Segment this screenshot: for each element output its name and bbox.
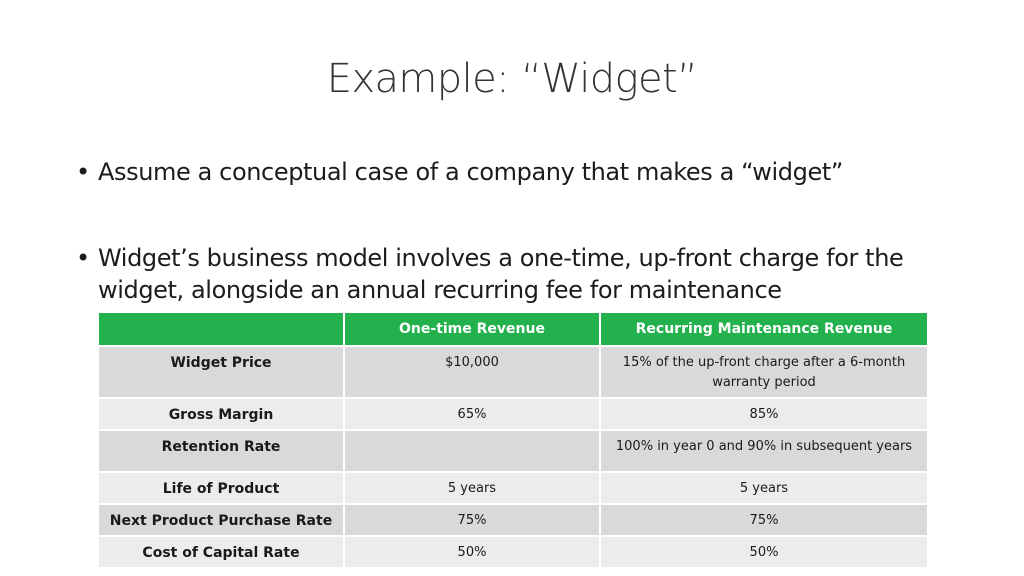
cell-recurring: 15% of the up-front charge after a 6-mon… — [599, 345, 927, 398]
table-row: Next Product Purchase Rate 75% 75% — [99, 503, 927, 536]
bullet-item: Widget’s business model involves a one-t… — [76, 242, 966, 306]
row-label: Life of Product — [99, 471, 344, 504]
cell-one-time: 65% — [343, 397, 600, 430]
cell-recurring: 100% in year 0 and 90% in subsequent yea… — [599, 429, 927, 472]
row-label: Next Product Purchase Rate — [99, 503, 344, 536]
cell-recurring: 50% — [599, 535, 927, 567]
cell-one-time — [343, 429, 600, 472]
row-label: Retention Rate — [99, 429, 344, 472]
bullet-list: Assume a conceptual case of a company th… — [76, 156, 966, 306]
cell-one-time: 75% — [343, 503, 600, 536]
cell-one-time: 50% — [343, 535, 600, 567]
table-row: Cost of Capital Rate 50% 50% — [99, 535, 927, 567]
table-row: Retention Rate 100% in year 0 and 90% in… — [99, 429, 927, 472]
cell-recurring: 5 years — [599, 471, 927, 504]
header-cell-empty — [99, 313, 344, 346]
table-row: Gross Margin 65% 85% — [99, 397, 927, 430]
bullet-item: Assume a conceptual case of a company th… — [76, 156, 966, 188]
row-label: Gross Margin — [99, 397, 344, 430]
cell-one-time: 5 years — [343, 471, 600, 504]
cell-recurring: 85% — [599, 397, 927, 430]
header-cell-one-time: One-time Revenue — [343, 313, 600, 346]
table-header-row: One-time Revenue Recurring Maintenance R… — [99, 313, 927, 346]
header-cell-recurring: Recurring Maintenance Revenue — [599, 313, 927, 346]
cell-one-time: $10,000 — [343, 345, 600, 398]
row-label: Cost of Capital Rate — [99, 535, 344, 567]
table-row: Widget Price $10,000 15% of the up-front… — [99, 345, 927, 398]
row-label: Widget Price — [99, 345, 344, 398]
table-row: Life of Product 5 years 5 years — [99, 471, 927, 504]
slide-title: Example: “Widget” — [326, 56, 698, 102]
revenue-table: One-time Revenue Recurring Maintenance R… — [99, 313, 927, 567]
cell-recurring: 75% — [599, 503, 927, 536]
